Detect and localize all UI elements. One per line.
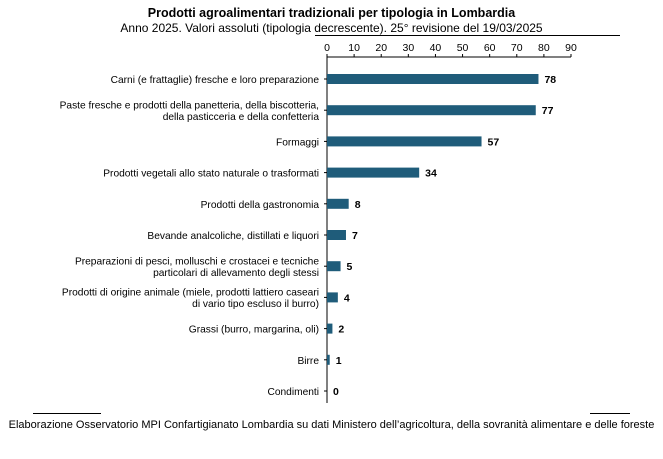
- chart-subtitle: Anno 2025. Valori assoluti (tipologia de…: [120, 21, 543, 35]
- bar: [327, 261, 341, 272]
- data-label: 78: [544, 74, 556, 86]
- x-tick-label: 90: [565, 42, 577, 54]
- bar: [327, 354, 330, 365]
- x-tick-label: 10: [348, 42, 360, 54]
- data-label: 8: [355, 199, 361, 211]
- category-label: Prodotti vegetali allo stato naturale o …: [103, 169, 319, 180]
- data-label: 77: [542, 105, 554, 117]
- bar: [327, 230, 346, 240]
- bar: [327, 105, 536, 116]
- category-label: Formaggi: [276, 137, 319, 148]
- category-label: Prodotti della gastronomia: [201, 200, 320, 211]
- category-label: Grassi (burro, margarina, oli): [189, 325, 319, 336]
- bar: [327, 323, 333, 334]
- source-note: Elaborazione Osservatorio MPI Confartigi…: [8, 419, 655, 431]
- category-label: Prodotti di origine animale (miele, prod…: [62, 288, 319, 311]
- bar: [327, 74, 539, 84]
- data-label: 4: [344, 292, 350, 304]
- category-label: Condimenti: [267, 387, 319, 398]
- chart-title: Prodotti agroalimentari tradizionali per…: [147, 6, 516, 20]
- bar: [327, 136, 482, 147]
- data-label: 1: [336, 355, 342, 367]
- bar: [327, 198, 349, 209]
- category-label: Preparazioni di pesci, molluschi e crost…: [75, 256, 319, 279]
- x-tick-label: 20: [375, 42, 387, 54]
- x-tick-label: 40: [430, 42, 442, 54]
- data-label: 34: [425, 168, 437, 180]
- x-tick-label: 80: [538, 42, 550, 54]
- category-label: Birre: [297, 356, 319, 367]
- data-label: 5: [347, 261, 353, 273]
- category-label: Carni (e frattaglie) fresche e loro prep…: [111, 75, 320, 86]
- x-tick-label: 30: [402, 42, 414, 54]
- data-label: 0: [333, 386, 339, 398]
- data-label: 57: [488, 136, 500, 148]
- bar: [327, 292, 338, 303]
- title-divider: [315, 35, 620, 36]
- category-label: Paste fresche e prodotti della panetteri…: [60, 100, 320, 123]
- x-tick-label: 60: [484, 42, 496, 54]
- bar: [327, 167, 420, 178]
- x-tick-label: 0: [324, 42, 330, 54]
- x-tick-label: 50: [457, 42, 469, 54]
- footer-divider-right: [590, 413, 630, 414]
- data-label: 2: [338, 324, 344, 336]
- category-label: Bevande analcoliche, distillati e liquor…: [147, 231, 319, 242]
- x-tick-label: 70: [511, 42, 523, 54]
- footer-divider-left: [33, 413, 101, 414]
- data-label: 7: [352, 230, 358, 242]
